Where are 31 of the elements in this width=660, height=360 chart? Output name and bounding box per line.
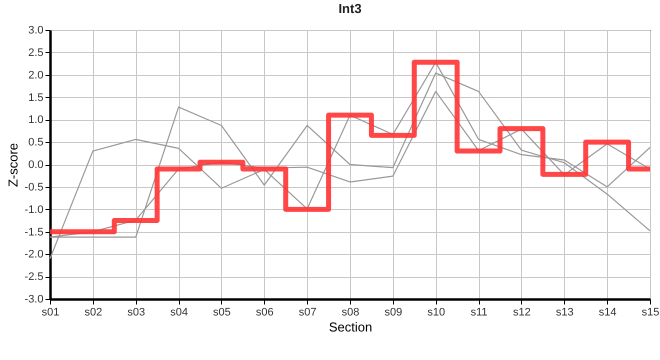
x-tick-label: s13 — [556, 306, 574, 318]
x-tick-label: s08 — [342, 306, 360, 318]
y-tick-label: -1.5 — [24, 226, 44, 238]
y-tick-label: -2.5 — [24, 271, 44, 284]
x-tick-label: s01 — [42, 306, 60, 318]
y-tick-label: 0.0 — [28, 159, 44, 171]
x-tick-label: s07 — [298, 306, 317, 318]
y-axis-title: Z-score — [6, 142, 21, 188]
x-tick-label: s14 — [598, 306, 617, 318]
x-axis-title: Section — [328, 320, 372, 334]
y-tick-label: 0.5 — [28, 136, 44, 149]
x-tick-label: s03 — [127, 306, 146, 318]
x-tick-label: s02 — [84, 306, 102, 318]
y-tick-label: -2.0 — [24, 248, 44, 261]
x-tick-label: s11 — [470, 306, 488, 318]
y-tick-label: -3.0 — [24, 294, 44, 306]
x-tick-label: s04 — [170, 306, 188, 318]
x-tick-label: s09 — [384, 306, 402, 318]
y-tick-label: -1.0 — [24, 204, 44, 216]
y-tick-label: 1.5 — [28, 92, 44, 104]
y-tick-label: 2.0 — [28, 69, 44, 82]
x-tick-label: s12 — [513, 306, 531, 318]
x-tick-label: s06 — [256, 306, 274, 318]
y-tick-label: 3.0 — [28, 24, 44, 36]
x-tick-label: s05 — [213, 306, 231, 318]
chart-title: Int3 — [338, 1, 362, 16]
x-tick-label: s15 — [642, 306, 660, 318]
x-tick-label: s10 — [427, 306, 446, 318]
y-tick-label: 2.5 — [28, 46, 44, 59]
y-tick-label: 1.0 — [28, 114, 44, 126]
y-tick-label: -0.5 — [24, 181, 44, 194]
